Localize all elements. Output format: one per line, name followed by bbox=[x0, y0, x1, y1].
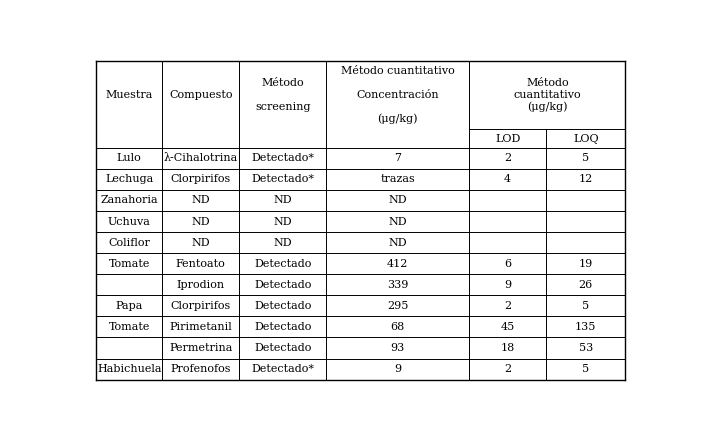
Text: Detectado: Detectado bbox=[254, 301, 311, 311]
Text: 4: 4 bbox=[504, 174, 511, 184]
Text: Profenofos: Profenofos bbox=[170, 364, 231, 374]
Text: 9: 9 bbox=[394, 364, 401, 374]
Text: Muestra: Muestra bbox=[106, 90, 153, 100]
Text: Fentoato: Fentoato bbox=[176, 259, 225, 269]
Text: Detectado: Detectado bbox=[254, 343, 311, 353]
Text: 2: 2 bbox=[504, 153, 511, 164]
Text: Método cuantitativo

Concentración

(μg/kg): Método cuantitativo Concentración (μg/kg… bbox=[341, 66, 455, 123]
Text: 295: 295 bbox=[387, 301, 408, 311]
Text: Compuesto: Compuesto bbox=[169, 90, 232, 100]
Text: 93: 93 bbox=[391, 343, 405, 353]
Text: Iprodion: Iprodion bbox=[177, 280, 225, 290]
Text: 2: 2 bbox=[504, 301, 511, 311]
Text: Método

screening: Método screening bbox=[255, 78, 310, 112]
Text: 18: 18 bbox=[501, 343, 515, 353]
Text: 135: 135 bbox=[575, 322, 596, 332]
Text: ND: ND bbox=[273, 195, 292, 205]
Text: Detectado*: Detectado* bbox=[251, 174, 314, 184]
Text: Detectado: Detectado bbox=[254, 259, 311, 269]
Text: 339: 339 bbox=[387, 280, 408, 290]
Text: Lulo: Lulo bbox=[117, 153, 142, 164]
Text: 412: 412 bbox=[387, 259, 408, 269]
Text: 19: 19 bbox=[579, 259, 593, 269]
Text: ND: ND bbox=[389, 217, 407, 227]
Text: Método
cuantitativo
(μg/kg): Método cuantitativo (μg/kg) bbox=[513, 78, 582, 112]
Text: Detectado: Detectado bbox=[254, 322, 311, 332]
Text: Uchuva: Uchuva bbox=[108, 217, 151, 227]
Text: ND: ND bbox=[389, 195, 407, 205]
Text: 12: 12 bbox=[579, 174, 593, 184]
Text: Detectado*: Detectado* bbox=[251, 153, 314, 164]
Text: ND: ND bbox=[389, 238, 407, 248]
Text: Papa: Papa bbox=[115, 301, 143, 311]
Text: Detectado*: Detectado* bbox=[251, 364, 314, 374]
Text: LOD: LOD bbox=[495, 133, 520, 143]
Text: 26: 26 bbox=[579, 280, 593, 290]
Text: Pirimetanil: Pirimetanil bbox=[170, 322, 232, 332]
Text: ND: ND bbox=[273, 238, 292, 248]
Text: Coliflor: Coliflor bbox=[108, 238, 150, 248]
Text: Tomate: Tomate bbox=[108, 322, 150, 332]
Text: ND: ND bbox=[191, 238, 210, 248]
Text: ND: ND bbox=[191, 195, 210, 205]
Text: Habichuela: Habichuela bbox=[97, 364, 161, 374]
Text: Tomate: Tomate bbox=[108, 259, 150, 269]
Text: ND: ND bbox=[191, 217, 210, 227]
Text: Clorpirifos: Clorpirifos bbox=[170, 174, 231, 184]
Text: 5: 5 bbox=[582, 301, 589, 311]
Text: λ-Cihalotrina: λ-Cihalotrina bbox=[163, 153, 238, 164]
Text: Permetrina: Permetrina bbox=[169, 343, 232, 353]
Text: 5: 5 bbox=[582, 364, 589, 374]
Text: 2: 2 bbox=[504, 364, 511, 374]
Text: 9: 9 bbox=[504, 280, 511, 290]
Text: trazas: trazas bbox=[380, 174, 415, 184]
Text: 53: 53 bbox=[579, 343, 593, 353]
Text: ND: ND bbox=[273, 217, 292, 227]
Text: 6: 6 bbox=[504, 259, 511, 269]
Text: Clorpirifos: Clorpirifos bbox=[170, 301, 231, 311]
Text: LOQ: LOQ bbox=[573, 133, 598, 143]
Text: Lechuga: Lechuga bbox=[105, 174, 153, 184]
Text: 5: 5 bbox=[582, 153, 589, 164]
Text: 7: 7 bbox=[394, 153, 401, 164]
Text: 45: 45 bbox=[501, 322, 515, 332]
Text: 68: 68 bbox=[391, 322, 405, 332]
Text: Detectado: Detectado bbox=[254, 280, 311, 290]
Text: Zanahoria: Zanahoria bbox=[101, 195, 158, 205]
